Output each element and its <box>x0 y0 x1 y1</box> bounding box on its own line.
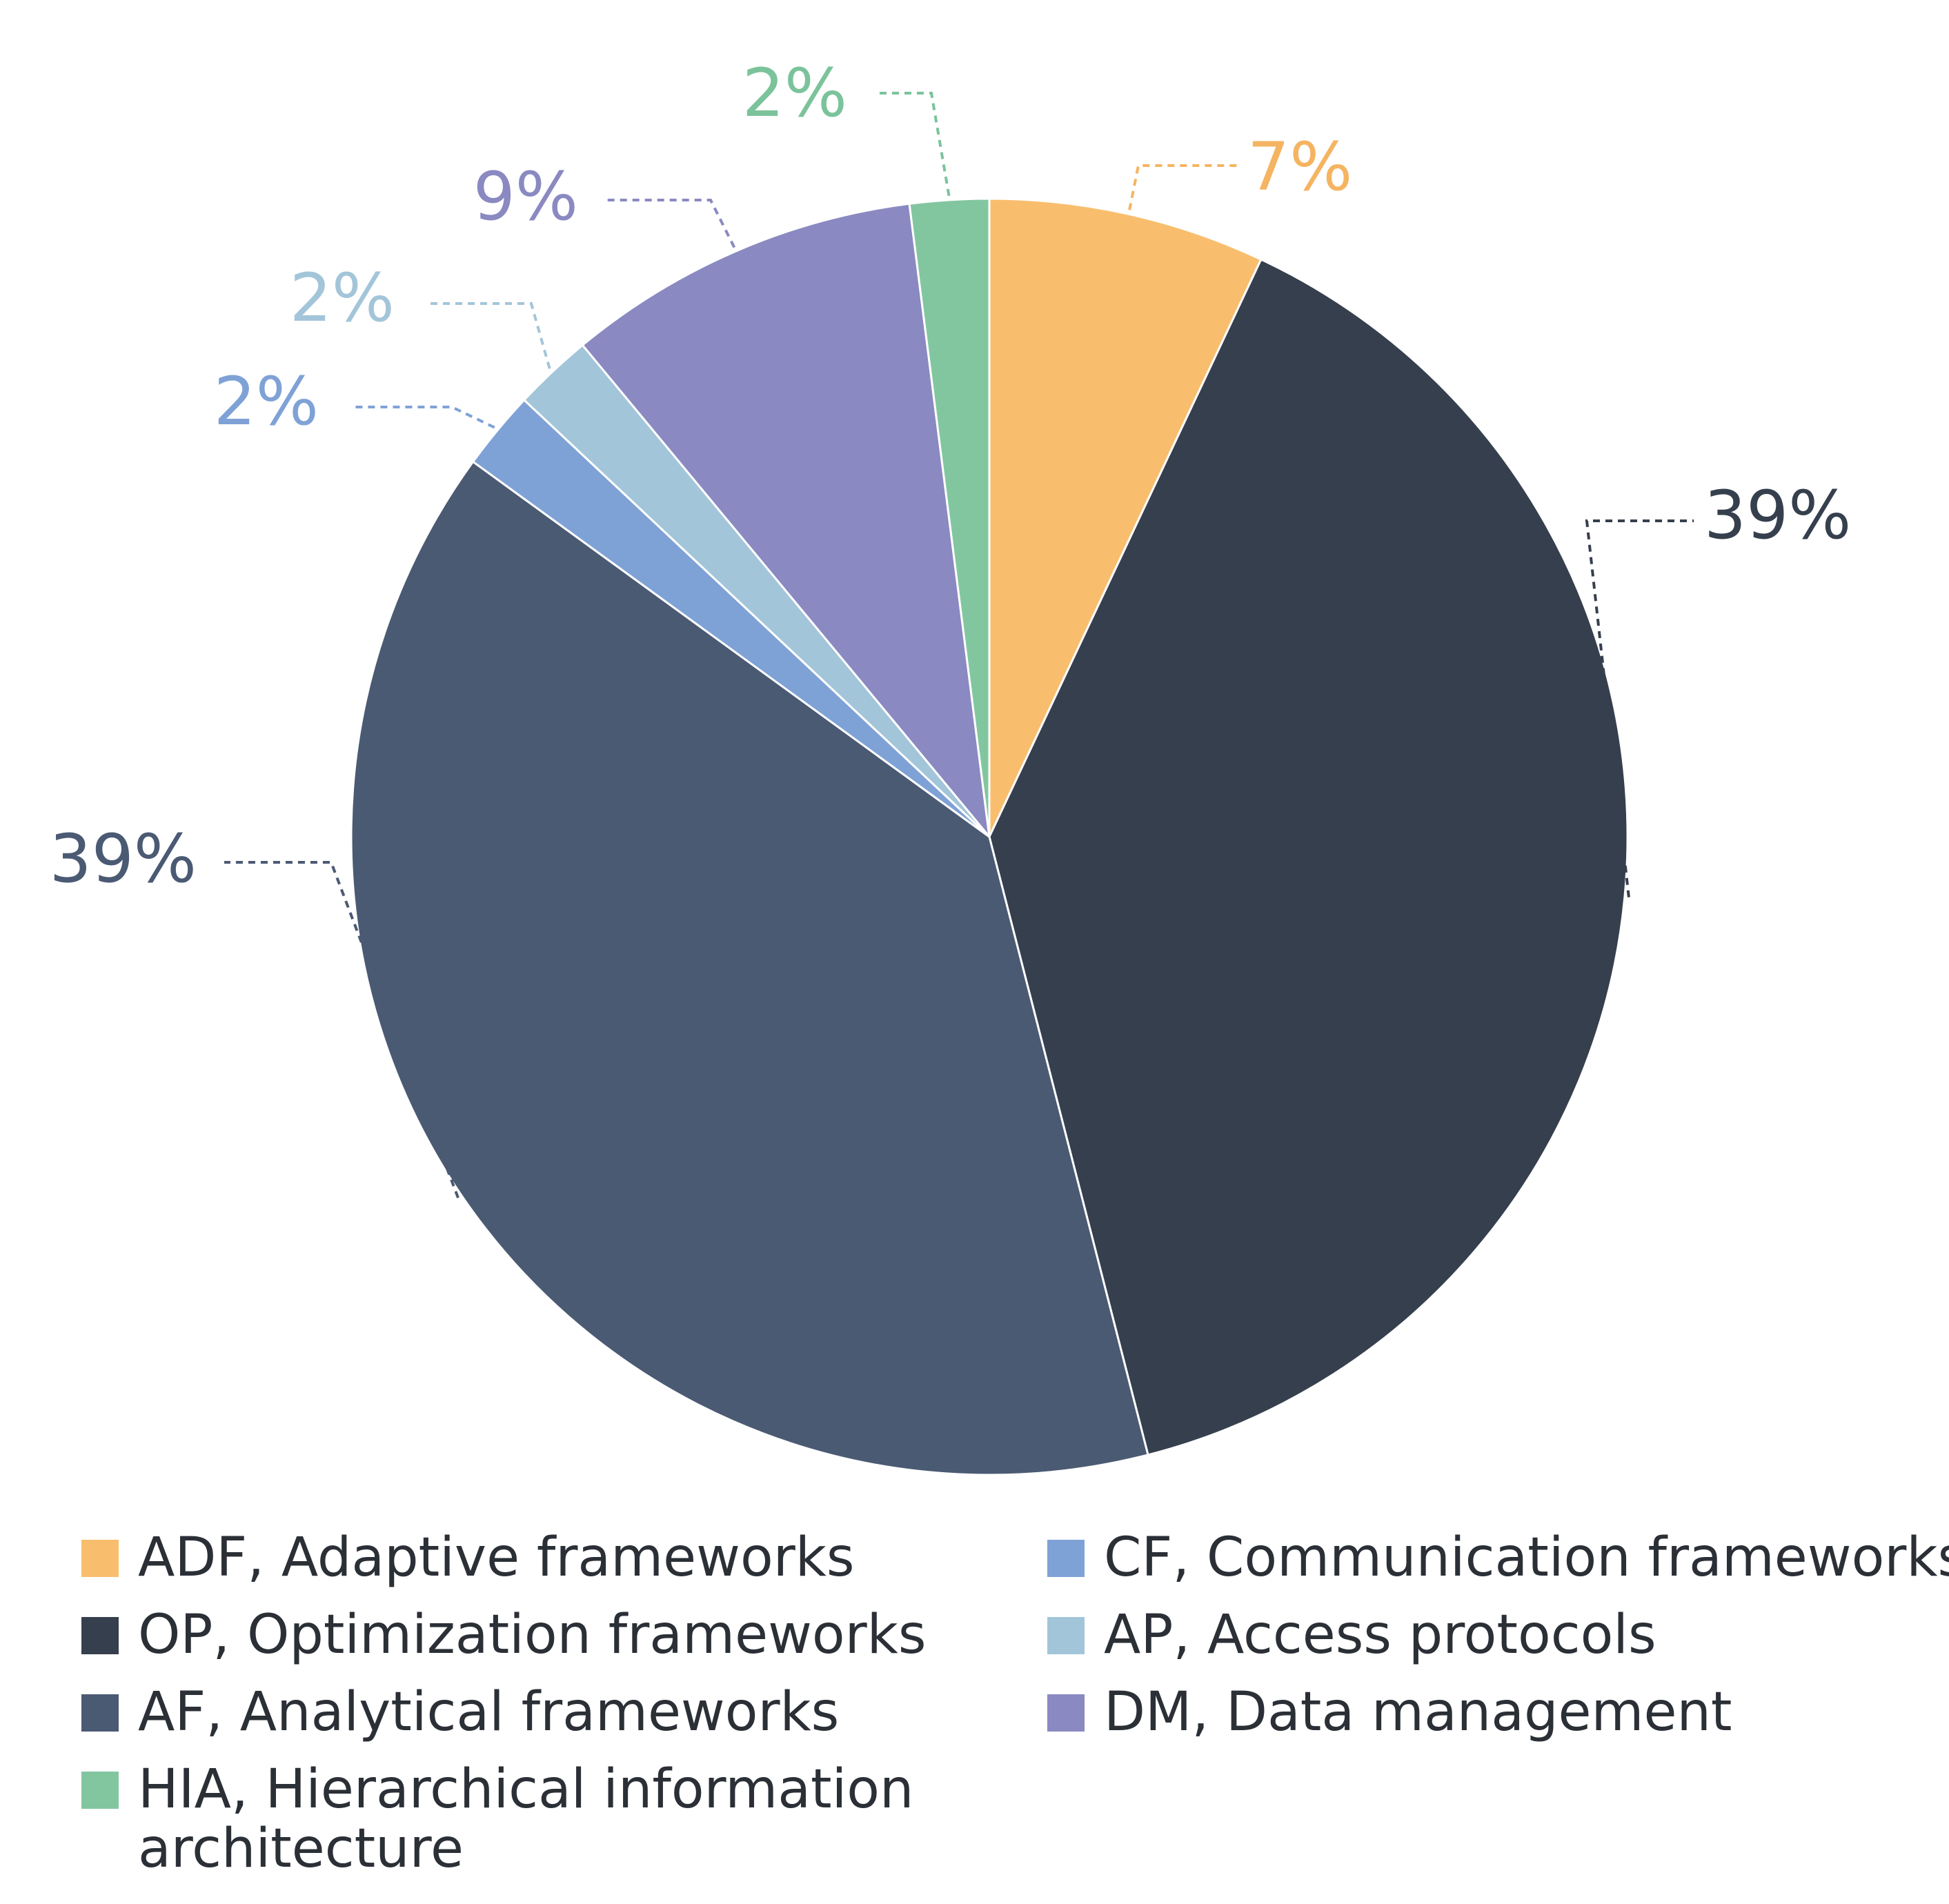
pie-slice-dm <box>581 202 991 840</box>
legend-item-ap: AP, Access protocols <box>1047 1604 1656 1666</box>
pie-slice-hia <box>908 197 991 837</box>
legend-label-hia: architecture <box>138 1818 464 1880</box>
pie-slice-op <box>988 258 1629 1456</box>
legend-item-cf: CF, Communication frameworks <box>1047 1527 1949 1589</box>
legend-item-op: OP, Optimization frameworks <box>81 1604 926 1666</box>
legend-label-adf: ADF, Adaptive frameworks <box>138 1527 855 1589</box>
legend-swatch-dm <box>1047 1694 1085 1732</box>
legend-swatch-op <box>81 1617 119 1654</box>
pie-slice-af <box>350 460 1149 1476</box>
value-label-cf: 2% <box>214 363 319 440</box>
legend-item-af: AF, Analytical frameworks <box>81 1681 839 1743</box>
value-labels: 7% 39% 39% 2% 2% 9% 2% <box>50 54 1852 898</box>
value-label-dm: 9% <box>473 158 578 235</box>
legend-swatch-cf <box>1047 1540 1085 1577</box>
legend-label-cf: CF, Communication frameworks <box>1104 1527 1949 1589</box>
leader-line-cf <box>352 406 495 429</box>
leader-line-adf <box>1128 164 1238 210</box>
legend-swatch-ap <box>1047 1617 1085 1654</box>
legend-label-dm: DM, Data management <box>1104 1681 1732 1743</box>
legend-label-hia: HIA, Hierarchical information <box>138 1758 913 1821</box>
leader-line-hia <box>875 92 951 197</box>
leader-line-op <box>1585 519 1694 898</box>
value-label-af: 39% <box>50 820 197 898</box>
legend-label-op: OP, Optimization frameworks <box>138 1604 926 1666</box>
legend-item-hia: HIA, Hierarchical informationarchitectur… <box>81 1758 913 1880</box>
leader-lines <box>224 92 1694 1199</box>
legend: ADF, Adaptive frameworks OP, Optimization… <box>81 1527 1949 1880</box>
legend-item-dm: DM, Data management <box>1047 1681 1732 1743</box>
pie-slice-adf <box>988 197 1263 837</box>
value-label-op: 39% <box>1704 477 1851 554</box>
value-label-ap: 2% <box>290 259 395 337</box>
leader-line-ap <box>428 302 551 369</box>
legend-label-af: AF, Analytical frameworks <box>138 1681 839 1743</box>
legend-swatch-adf <box>81 1540 119 1577</box>
value-label-hia: 2% <box>742 54 847 132</box>
legend-swatch-hia <box>81 1772 119 1809</box>
legend-swatch-af <box>81 1694 119 1732</box>
value-label-adf: 7% <box>1247 128 1352 206</box>
leader-line-dm <box>607 199 736 248</box>
legend-item-adf: ADF, Adaptive frameworks <box>81 1527 855 1589</box>
pie-slices <box>350 197 1629 1476</box>
legend-label-ap: AP, Access protocols <box>1104 1604 1656 1666</box>
